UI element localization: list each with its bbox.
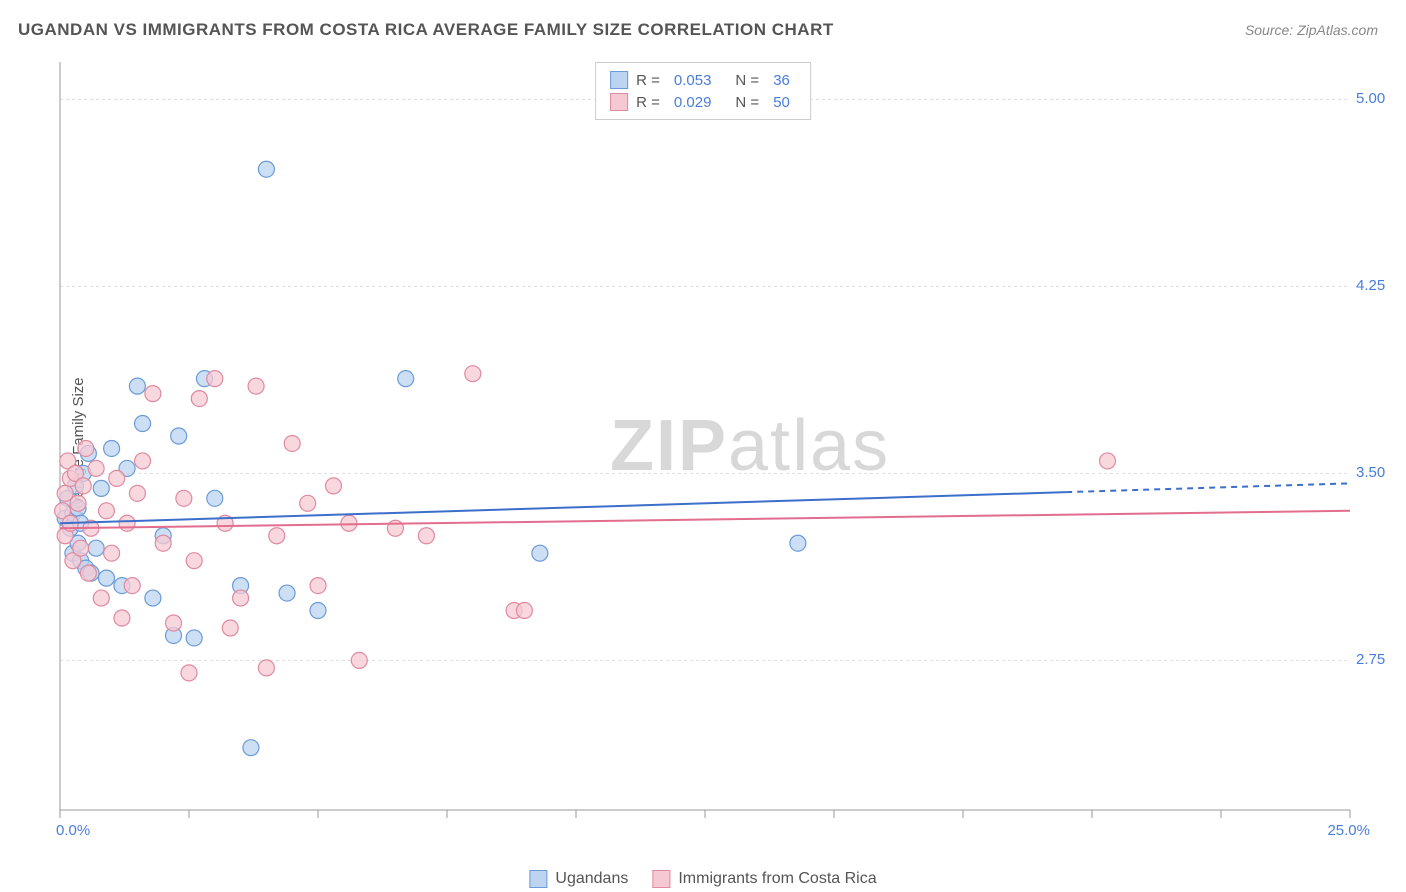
x-tick-label: 25.0% (1327, 822, 1370, 839)
y-tick-label: 3.50 (1356, 464, 1385, 481)
legend-swatch (529, 870, 547, 888)
legend-label: Immigrants from Costa Rica (678, 870, 876, 888)
legend-swatch (610, 93, 628, 111)
n-value: 50 (773, 94, 790, 111)
scatter-chart: ZIPatlas (50, 60, 1370, 840)
legend-label: Ugandans (555, 870, 628, 888)
series-legend: Ugandans Immigrants from Costa Rica (529, 870, 876, 888)
chart-svg (50, 60, 1370, 840)
n-value: 36 (773, 72, 790, 89)
n-label: N = (735, 94, 759, 111)
r-value: 0.029 (674, 94, 712, 111)
legend-item: Immigrants from Costa Rica (652, 870, 876, 888)
y-tick-label: 2.75 (1356, 651, 1385, 668)
legend-swatch (610, 71, 628, 89)
source-attribution: Source: ZipAtlas.com (1245, 22, 1378, 38)
legend-item: Ugandans (529, 870, 628, 888)
n-label: N = (735, 72, 759, 89)
r-label: R = (636, 72, 660, 89)
legend-row: R = 0.053 N = 36 (610, 69, 796, 91)
y-tick-label: 4.25 (1356, 277, 1385, 294)
legend-row: R = 0.029 N = 50 (610, 91, 796, 113)
x-tick-label: 0.0% (56, 822, 90, 839)
y-tick-label: 5.00 (1356, 90, 1385, 107)
legend-swatch (652, 870, 670, 888)
chart-title: UGANDAN VS IMMIGRANTS FROM COSTA RICA AV… (18, 20, 834, 40)
correlation-legend: R = 0.053 N = 36 R = 0.029 N = 50 (595, 62, 811, 120)
r-label: R = (636, 94, 660, 111)
r-value: 0.053 (674, 72, 712, 89)
